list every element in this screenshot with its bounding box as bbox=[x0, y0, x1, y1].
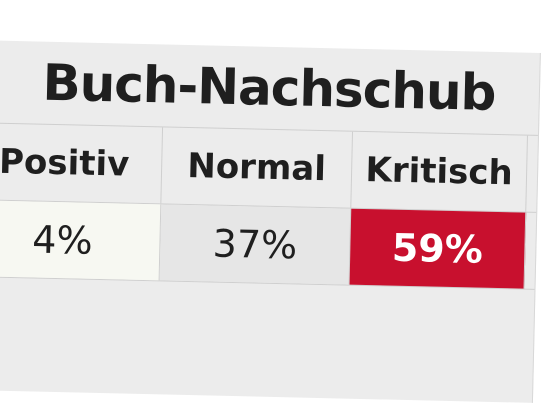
value-cell: 4% bbox=[0, 199, 162, 281]
header-row: Positiv Normal Kritisch bbox=[0, 121, 538, 212]
column-header: Positiv bbox=[0, 122, 164, 204]
column-header: Normal bbox=[161, 127, 354, 208]
column-header: Kritisch bbox=[351, 131, 528, 212]
widget-panel: Buch-Nachschub Positiv Normal Kritisch 4… bbox=[0, 40, 541, 403]
value-cell: 37% bbox=[159, 204, 352, 285]
widget-title: Buch-Nachschub bbox=[41, 53, 497, 122]
value-row: 4% 37% 59% bbox=[0, 198, 537, 289]
value-cell: 59% bbox=[349, 208, 527, 289]
